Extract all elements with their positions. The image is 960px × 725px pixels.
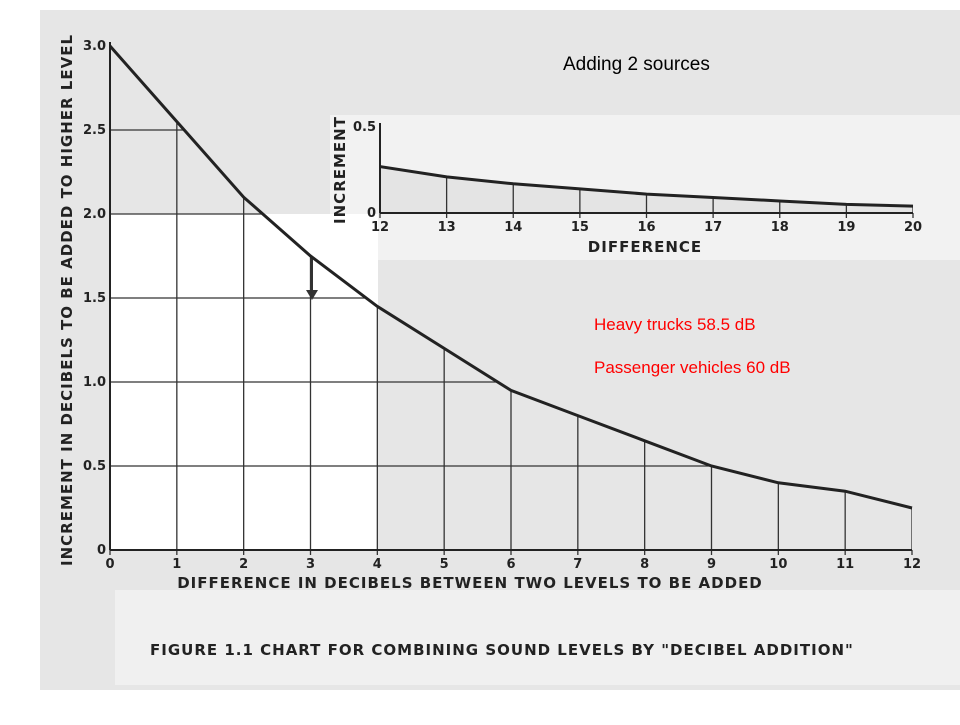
- note: Heavy trucks 58.5 dB: [594, 315, 756, 334]
- y-tick-label: 1.0: [83, 375, 106, 390]
- x-tick-label: 12: [371, 220, 389, 235]
- x-tick-label: 8: [640, 557, 649, 572]
- x-tick-label: 1: [172, 557, 181, 572]
- slide-title: Adding 2 sources: [563, 54, 710, 75]
- x-tick-label: 6: [506, 557, 515, 572]
- y-tick-label: 2.0: [83, 207, 106, 222]
- x-tick-label: 18: [771, 220, 789, 235]
- caption-background: [115, 590, 960, 685]
- curve: [379, 165, 914, 208]
- x-tick-label: 12: [903, 557, 921, 572]
- x-tick-label: 7: [573, 557, 582, 572]
- x-tick-label: 14: [504, 220, 522, 235]
- x-tick-label: 9: [707, 557, 716, 572]
- x-tick-label: 4: [373, 557, 382, 572]
- x-tick-label: 19: [837, 220, 855, 235]
- x-axis-label: DIFFERENCE: [588, 238, 702, 256]
- y-tick-label: 0.5: [83, 459, 106, 474]
- x-tick-label: 5: [440, 557, 449, 572]
- x-tick-label: 13: [438, 220, 456, 235]
- y-tick-label: 1.5: [83, 291, 106, 306]
- x-tick-label: 20: [904, 220, 922, 235]
- y-tick-label: 2.5: [83, 123, 106, 138]
- x-tick-label: 0: [105, 557, 114, 572]
- x-tick-label: 3: [306, 557, 315, 572]
- y-axis-label: INCREMENT: [331, 116, 349, 224]
- y-tick-label: 3.0: [83, 39, 106, 54]
- x-tick-label: 17: [704, 220, 722, 235]
- x-axis-label: DIFFERENCE IN DECIBELS BETWEEN TWO LEVEL…: [177, 574, 763, 592]
- x-tick-label: 11: [836, 557, 854, 572]
- x-tick-label: 15: [571, 220, 589, 235]
- x-tick-label: 2: [239, 557, 248, 572]
- y-tick-label: 0: [97, 543, 106, 558]
- note: Passenger vehicles 60 dB: [594, 358, 791, 377]
- x-tick-label: 16: [637, 220, 655, 235]
- y-axis-label: INCREMENT IN DECIBELS TO BE ADDED TO HIG…: [58, 34, 76, 566]
- figure-caption: FIGURE 1.1 CHART FOR COMBINING SOUND LEV…: [150, 641, 854, 659]
- curve: [108, 45, 913, 510]
- y-tick-label: 0: [367, 206, 376, 221]
- x-tick-label: 10: [769, 557, 787, 572]
- arrow-head: [306, 290, 318, 300]
- y-tick-label: 0.5: [353, 120, 376, 135]
